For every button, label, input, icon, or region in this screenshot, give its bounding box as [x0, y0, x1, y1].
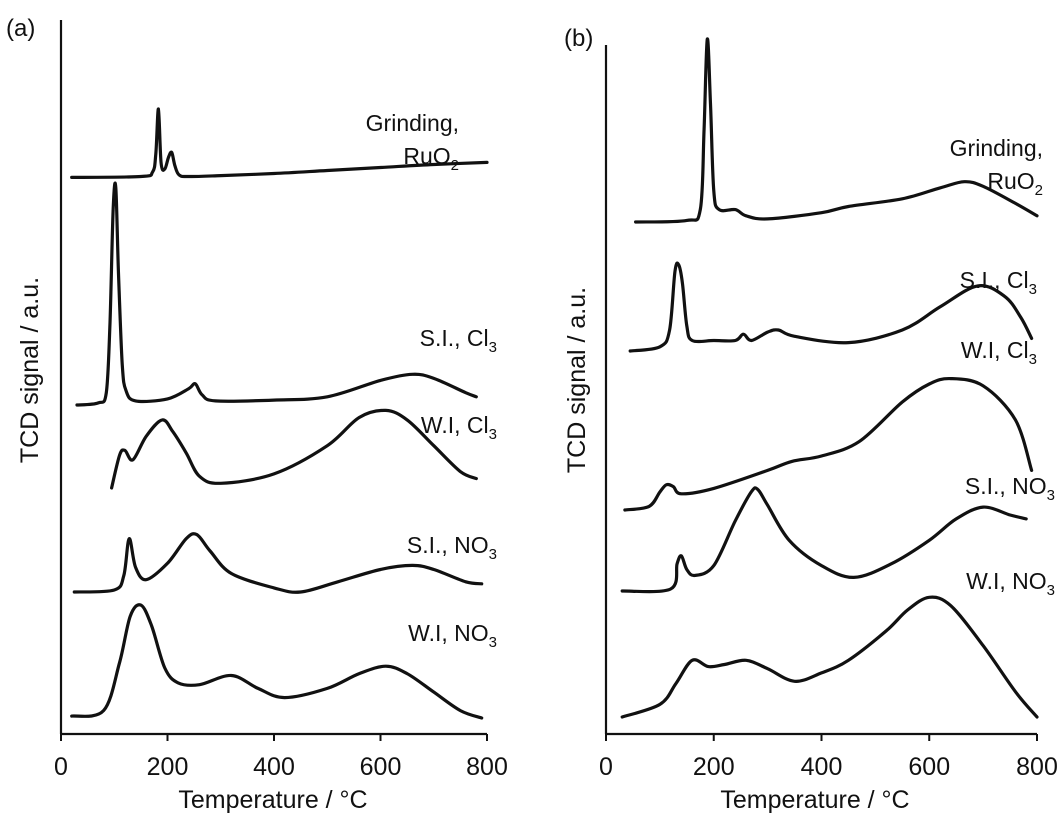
x-tick-label-b-800: 800 — [1016, 753, 1058, 781]
x-axis-title-a: Temperature / °C — [178, 786, 367, 814]
x-tick-label-a-400: 400 — [253, 753, 295, 781]
x-tick-label-a-0: 0 — [54, 753, 68, 781]
x-tick-label-b-0: 0 — [599, 753, 613, 781]
series-label-a-5: W.I, NO3 — [408, 620, 497, 651]
panel-label-a: (a) — [6, 15, 35, 42]
panel-label-b: (b) — [564, 25, 593, 52]
series-label-a-4: S.I., NO3 — [407, 532, 497, 563]
series-trace-b-4 — [620, 486, 1028, 594]
series-trace-a-5 — [70, 603, 484, 720]
x-tick-label-a-600: 600 — [360, 753, 402, 781]
panel-a: (a) 0 200 400 600 800 Temperature / °C TCD sign… — [6, 15, 508, 814]
series-trace-b-1 — [634, 37, 1039, 224]
y-axis-title-b: TCD signal / a.u. — [563, 287, 591, 473]
x-axis-title-b: Temperature / °C — [720, 786, 909, 814]
x-tick-label-b-400: 400 — [801, 753, 843, 781]
series-trace-b-5 — [620, 595, 1039, 719]
series-trace-a-2 — [75, 181, 478, 407]
series-trace-b-2 — [628, 261, 1034, 353]
x-tick-label-b-200: 200 — [693, 753, 735, 781]
series-trace-b-3 — [623, 376, 1034, 512]
y-axis-title-a: TCD signal / a.u. — [16, 277, 44, 463]
x-tick-label-b-600: 600 — [908, 753, 950, 781]
series-label-b-1-line-1: Grinding, — [950, 135, 1043, 161]
series-label-b-1-line-2: RuO2 — [987, 168, 1043, 199]
panel-b: (b) 0 200 400 600 800 Temperature / °C TCD sign… — [563, 25, 1058, 814]
series-label-a-1-line-1: Grinding, — [366, 110, 459, 136]
series-label-a-2: S.I., Cl3 — [420, 325, 497, 356]
series-trace-a-1 — [70, 107, 489, 179]
series-trace-a-4 — [72, 532, 484, 594]
series-label-b-2: S.I., Cl3 — [960, 267, 1037, 298]
series-label-b-3: W.I, Cl3 — [961, 337, 1037, 368]
series-label-a-3: W.I, Cl3 — [421, 412, 497, 443]
series-label-b-4: S.I., NO3 — [965, 473, 1055, 504]
series-label-a-1-line-2: RuO2 — [403, 143, 459, 174]
series-label-b-5: W.I, NO3 — [966, 568, 1055, 599]
x-tick-label-a-200: 200 — [147, 753, 189, 781]
x-tick-label-a-800: 800 — [466, 753, 508, 781]
series-trace-a-3 — [110, 408, 478, 490]
